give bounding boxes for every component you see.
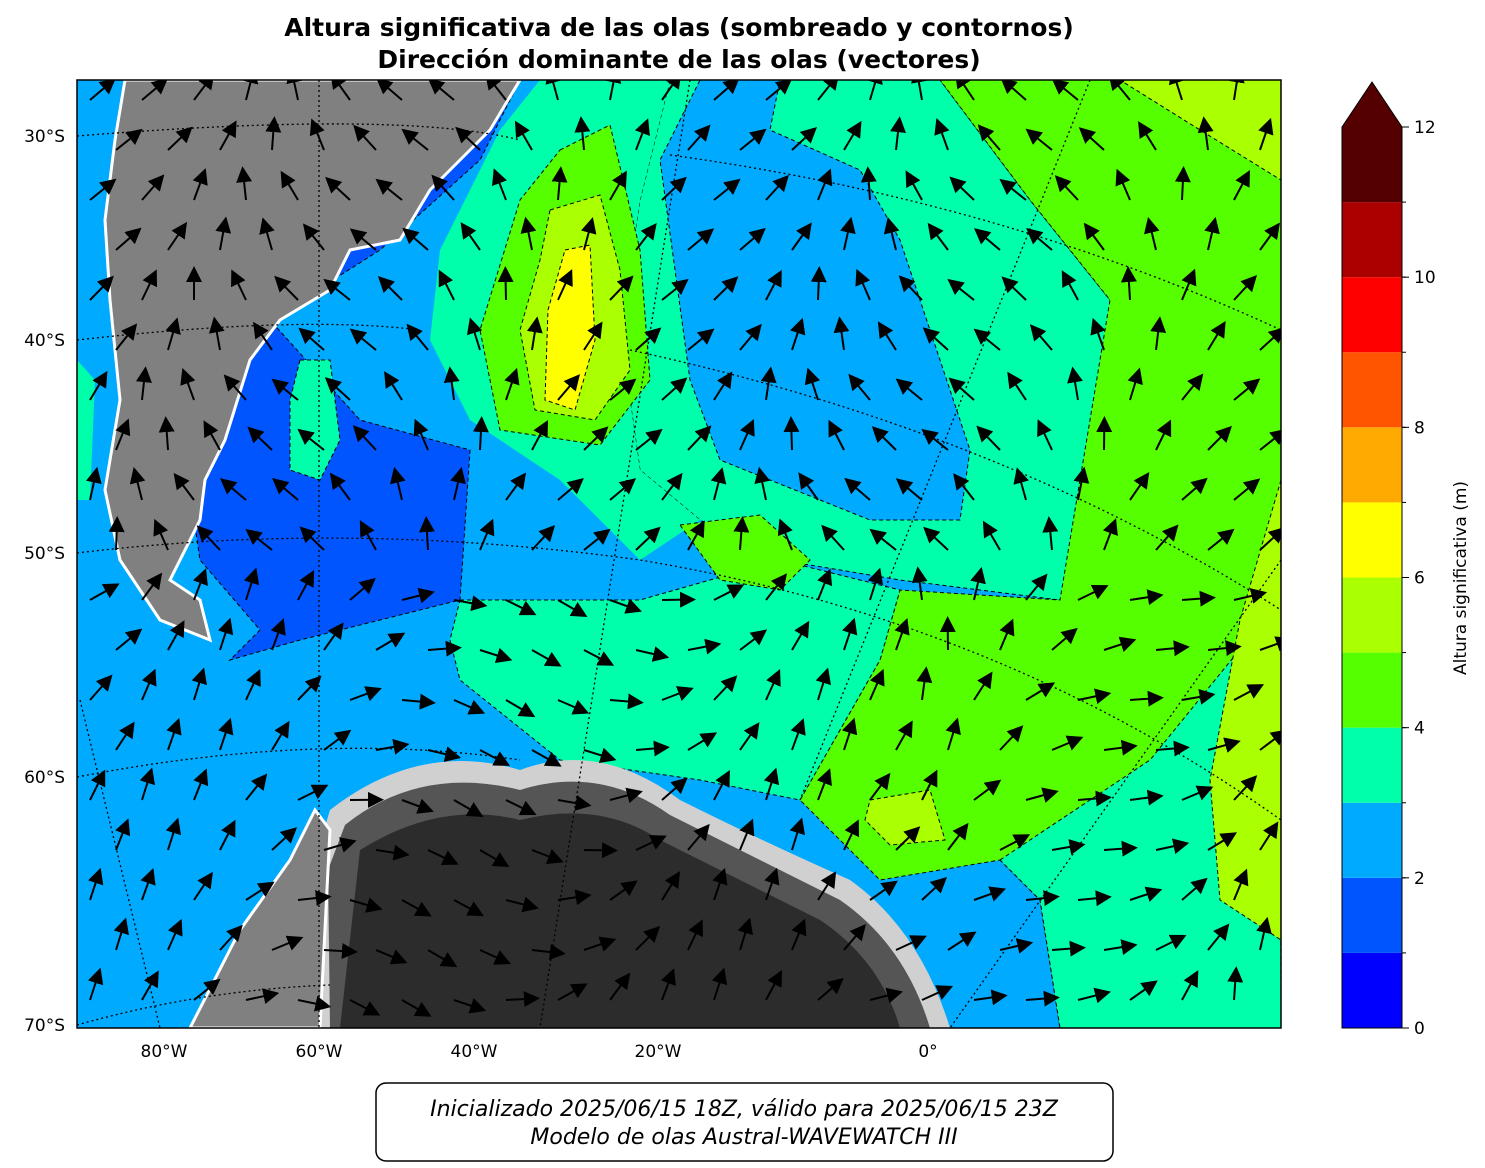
colorbar-segment <box>1342 277 1402 352</box>
colorbar-tick-label: 4 <box>1414 719 1425 739</box>
colorbar-segment <box>1342 427 1402 502</box>
footer-line: Modelo de olas Austral-WAVEWATCH III <box>530 1125 957 1150</box>
lat-label: 40°S <box>24 331 65 351</box>
map <box>77 70 1288 1028</box>
colorbar-segment <box>1342 352 1402 427</box>
colorbar-tick-label: 2 <box>1414 869 1425 889</box>
colorbar-segment <box>1342 202 1402 277</box>
colorbar-segment <box>1342 953 1402 1028</box>
wave-vector <box>116 520 117 550</box>
wave-vector <box>791 420 792 450</box>
colorbar-segment <box>1342 502 1402 577</box>
colorbar-segment <box>1342 578 1402 653</box>
lon-label: 60°W <box>296 1042 343 1062</box>
lat-label: 60°S <box>24 768 65 788</box>
footer-line: Inicializado 2025/06/15 18Z, válido para… <box>430 1097 1059 1122</box>
colorbar-tick-label: 10 <box>1414 268 1436 288</box>
lat-label: 50°S <box>24 544 65 564</box>
wave-vector <box>505 270 506 300</box>
colorbar-tick-label: 6 <box>1414 569 1425 589</box>
colorbar-segment <box>1342 127 1402 202</box>
lon-label: 20°W <box>635 1042 682 1062</box>
colorbar-tick-label: 12 <box>1414 118 1436 138</box>
colorbar: 0 2 4 6 8 10 12 <box>1342 82 1436 1039</box>
colorbar-extend <box>1342 82 1402 127</box>
colorbar-tick-label: 8 <box>1414 418 1425 438</box>
wave-vector <box>818 270 819 300</box>
title-line: Altura significativa de las olas (sombre… <box>284 13 1074 42</box>
lat-label: 70°S <box>24 1016 65 1036</box>
colorbar-segment <box>1342 728 1402 803</box>
lon-label: 80°W <box>141 1042 188 1062</box>
colorbar-segment <box>1342 803 1402 878</box>
lon-label: 40°W <box>451 1042 498 1062</box>
lat-label: 30°S <box>24 127 65 147</box>
colorbar-segment <box>1342 878 1402 953</box>
colorbar-label: Altura significativa (m) <box>1451 481 1471 675</box>
colorbar-tick-label: 0 <box>1414 1019 1425 1039</box>
colorbar-segment <box>1342 653 1402 728</box>
lon-label: 0° <box>918 1042 937 1062</box>
title-line: Dirección dominante de las olas (vectore… <box>377 45 980 74</box>
